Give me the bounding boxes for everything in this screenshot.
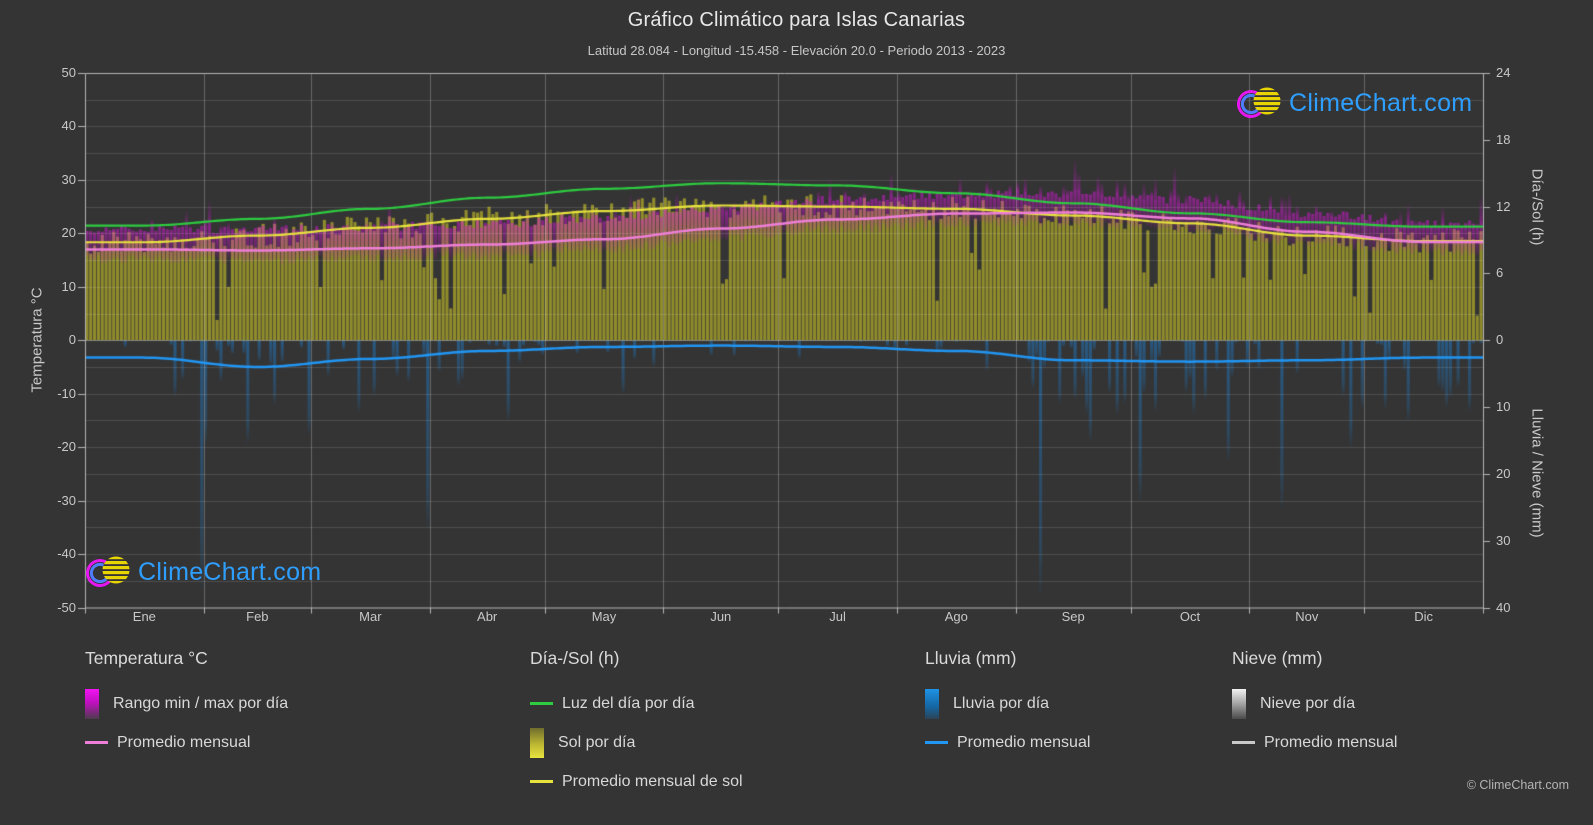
legend-swatch-line-blue: [925, 741, 948, 744]
page-title: Gráfico Climático para Islas Canarias: [627, 9, 966, 31]
legend-item: Promedio mensual: [1232, 723, 1397, 762]
legend-item: Sol por día: [530, 723, 743, 762]
temp-axis-tick-label: -20: [57, 439, 76, 455]
climechart-watermark-text: ClimeChart.com: [138, 557, 322, 586]
month-label: Nov: [1295, 609, 1319, 624]
temp-axis-tick-label: 0: [68, 332, 76, 348]
climechart-watermark-bottom-left: ClimeChart.com: [86, 551, 321, 593]
legend-group-1: Día-/Sol (h) Luz del día por día Sol por d…: [530, 648, 743, 801]
legend-group-title: Temperatura °C: [85, 648, 208, 668]
legend-item: Promedio mensual: [85, 723, 288, 762]
legend-swatch-line-yellow: [530, 780, 553, 783]
legend-item-label: Promedio mensual: [117, 733, 251, 751]
legend-group-2: Lluvia (mm) Lluvia por día Promedio mensua…: [925, 648, 1090, 762]
climechart-logo-icon: [86, 556, 130, 587]
legend-item-label: Rango min / max por día: [113, 694, 289, 712]
month-label: Dic: [1414, 609, 1434, 624]
daysun-axis-tick-label: 12: [1496, 198, 1511, 214]
legend-group-title: Lluvia (mm): [925, 648, 1017, 668]
rainsnow-axis-tick-label: 40: [1496, 599, 1511, 615]
temp-axis-tick-label: 40: [61, 118, 76, 134]
climechart-watermark-top-right: ClimeChart.com: [1237, 82, 1472, 124]
legend-item-label: Lluvia por día: [953, 694, 1050, 712]
month-label: Abr: [477, 609, 498, 624]
temp-axis-tick-label: -10: [57, 385, 76, 401]
legend-swatch-gradient-magenta: [85, 688, 99, 719]
month-label: Mar: [359, 609, 382, 624]
copyright-note: © ClimeChart.com: [1466, 778, 1569, 792]
legend-item: Nieve por día: [1232, 684, 1397, 723]
legend-item-label: Sol por día: [558, 733, 636, 751]
temp-axis-tick-label: -30: [57, 492, 76, 508]
legend-item-label: Promedio mensual de sol: [562, 772, 743, 790]
legend-item-label: Promedio mensual: [957, 733, 1091, 751]
month-label: Feb: [246, 609, 269, 624]
legend-item: Promedio mensual de sol: [530, 762, 743, 801]
month-label: Jun: [710, 609, 732, 624]
legend-item: Rango min / max por día: [85, 684, 288, 723]
climechart-watermark-text: ClimeChart.com: [1289, 88, 1473, 117]
temp-axis-tick-label: 30: [61, 171, 76, 187]
legend-swatch-gradient-yellow: [530, 727, 544, 758]
legend-group-title: Nieve (mm): [1232, 648, 1323, 668]
daysun-axis-tick-label: 18: [1496, 131, 1511, 147]
month-label: Ago: [944, 609, 968, 624]
temp-axis-tick-label: 10: [61, 278, 76, 294]
month-label: Sep: [1061, 609, 1085, 624]
month-label: Ene: [132, 609, 156, 624]
climechart-logo-icon: [1237, 87, 1281, 118]
month-label: Oct: [1179, 609, 1201, 624]
temp-axis-tick-label: 20: [61, 225, 76, 241]
legend-item-label: Nieve por día: [1260, 694, 1356, 712]
daysun-axis-tick-label: 0: [1496, 332, 1504, 348]
rainsnow-axis-tick-label: 10: [1496, 399, 1511, 415]
legend-item: Promedio mensual: [925, 723, 1090, 762]
temp-axis-tick-label: -50: [57, 599, 76, 615]
month-label: Jul: [829, 609, 846, 624]
legend-item-label: Promedio mensual: [1264, 733, 1398, 751]
month-label: May: [591, 609, 617, 624]
legend-group-0: Temperatura °C Rango min / max por día Pro…: [85, 648, 288, 762]
page-subtitle: Latitud 28.084 - Longitud -15.458 - Elev…: [587, 43, 1006, 58]
legend-swatch-line-snow: [1232, 741, 1255, 744]
legend-swatch-line-green: [530, 702, 553, 705]
daysun-axis-tick-label: 24: [1496, 65, 1511, 80]
legend-swatch-gradient-snow: [1232, 688, 1246, 719]
temp-axis-tick-label: -40: [57, 546, 76, 562]
temp-axis-tick-label: 50: [61, 65, 76, 80]
legend-item-label: Luz del día por día: [562, 694, 695, 712]
legend-item: Luz del día por día: [530, 684, 743, 723]
legend-item: Lluvia por día: [925, 684, 1090, 723]
legend-group-3: Nieve (mm) Nieve por día Promedio mensual: [1232, 648, 1397, 762]
daysun-axis-tick-label: 6: [1496, 265, 1504, 281]
rainsnow-axis-tick-label: 20: [1496, 465, 1511, 481]
legend-swatch-line-pink: [85, 741, 108, 744]
rainsnow-axis-tick-label: 30: [1496, 532, 1511, 548]
legend-swatch-gradient-blue: [925, 688, 939, 719]
legend-group-title: Día-/Sol (h): [530, 648, 620, 668]
